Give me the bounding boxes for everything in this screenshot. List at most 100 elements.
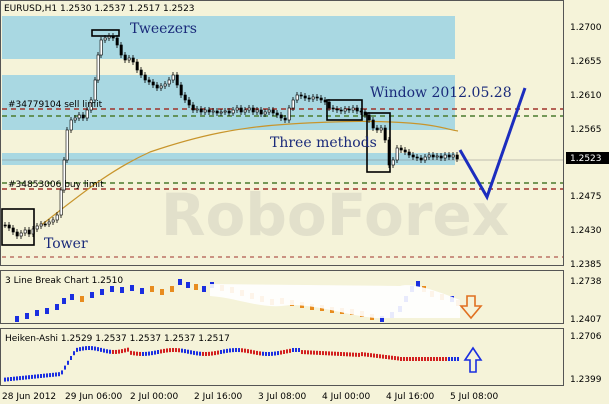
heiken-ashi-bar bbox=[361, 352, 363, 357]
line-break-brick bbox=[140, 288, 144, 294]
heiken-ashi-bar bbox=[94, 346, 96, 351]
candle-body bbox=[399, 147, 403, 151]
heiken-ashi-bar bbox=[160, 349, 162, 354]
heiken-ashi-bar bbox=[10, 377, 12, 381]
heiken-ashi-bar bbox=[154, 350, 156, 355]
heiken-ashi-bar bbox=[73, 351, 75, 356]
candle-body bbox=[119, 44, 123, 56]
heiken-ashi-bar bbox=[67, 360, 69, 365]
candle-body bbox=[103, 37, 107, 41]
candle-body bbox=[115, 37, 119, 46]
candle-body bbox=[255, 109, 259, 113]
heiken-ashi-bar bbox=[313, 350, 315, 355]
heiken-ashi-bar bbox=[130, 350, 132, 355]
heiken-ashi-bar bbox=[238, 348, 240, 353]
heiken-ashi-axis-top: 1.2706 bbox=[570, 332, 602, 342]
candle-body bbox=[11, 227, 15, 233]
heiken-ashi-bar bbox=[400, 357, 402, 361]
heiken-ashi-bar bbox=[397, 356, 399, 361]
heiken-ashi-bar bbox=[298, 348, 300, 352]
watermark: RoboForex bbox=[161, 181, 509, 249]
heiken-ashi-bar bbox=[40, 374, 42, 378]
price-tick: 1.2700 bbox=[570, 23, 602, 33]
heiken-ashi-bar bbox=[106, 349, 108, 354]
candle-body bbox=[175, 74, 179, 86]
heiken-ashi-bar bbox=[82, 346, 84, 351]
heiken-ashi-bar bbox=[148, 351, 150, 356]
candle-body bbox=[235, 107, 239, 111]
price-tick: 1.2565 bbox=[570, 125, 602, 135]
candle-body bbox=[187, 99, 191, 106]
heiken-ashi-bar bbox=[328, 351, 330, 356]
heiken-ashi-axis-bottom: 1.2399 bbox=[570, 375, 602, 385]
window-label: Window 2012.05.28 bbox=[370, 85, 512, 101]
heiken-ashi-bar bbox=[253, 350, 255, 355]
heiken-ashi-bar bbox=[382, 354, 384, 359]
heiken-ashi-bar bbox=[43, 373, 45, 378]
heiken-ashi-bar bbox=[58, 372, 60, 377]
candle-body bbox=[435, 155, 439, 158]
heiken-ashi-bar bbox=[34, 374, 36, 379]
main-chart-title: EURUSD,H1 1.2530 1.2537 1.2517 1.2523 bbox=[4, 4, 195, 14]
candle-body bbox=[96, 54, 100, 81]
heiken-ashi-bar bbox=[352, 352, 354, 357]
heiken-ashi-bar bbox=[49, 373, 51, 378]
heiken-ashi-bar bbox=[442, 357, 444, 361]
heiken-ashi-bar bbox=[229, 348, 231, 353]
candle-body bbox=[199, 108, 203, 113]
tweezers-label: Tweezers bbox=[130, 21, 197, 37]
heiken-ashi-bar bbox=[394, 356, 396, 361]
line-break-brick bbox=[55, 304, 59, 310]
candle-body bbox=[335, 108, 339, 111]
candle-body bbox=[85, 109, 89, 119]
heiken-ashi-bar bbox=[319, 350, 321, 355]
line-break-brick bbox=[70, 294, 74, 300]
heiken-ashi-bar bbox=[355, 352, 357, 357]
candle-body bbox=[7, 224, 11, 229]
candle-body bbox=[287, 107, 291, 121]
heiken-ashi-bar bbox=[85, 346, 87, 351]
heiken-ashi-bar bbox=[412, 357, 414, 361]
line-break-brick bbox=[62, 298, 66, 304]
heiken-ashi-bar bbox=[76, 347, 78, 352]
candle-body bbox=[455, 154, 459, 160]
heiken-ashi-frame bbox=[0, 328, 564, 386]
candle-body bbox=[131, 57, 135, 63]
heiken-ashi-bar bbox=[205, 351, 207, 356]
line-break-brick bbox=[178, 279, 182, 285]
candle-body bbox=[43, 223, 47, 226]
candle-body bbox=[27, 229, 31, 235]
candle-body bbox=[39, 223, 43, 227]
time-tick: 4 Jul 16:00 bbox=[386, 392, 435, 402]
heiken-ashi-bar bbox=[346, 352, 348, 357]
forecast-path bbox=[458, 87, 527, 201]
candle-body bbox=[69, 119, 73, 131]
line-break-brick bbox=[202, 286, 206, 292]
current-price-label: 1.2523 bbox=[570, 154, 602, 164]
candle-body bbox=[167, 79, 171, 85]
heiken-ashi-bar bbox=[181, 348, 183, 353]
candle-body bbox=[303, 95, 307, 99]
candle-body bbox=[339, 109, 343, 112]
heiken-ashi-bar bbox=[322, 351, 324, 356]
three-methods-box bbox=[366, 112, 391, 173]
candle-body bbox=[219, 111, 223, 114]
line-break-brick bbox=[416, 281, 420, 287]
line-break-brick bbox=[194, 284, 198, 290]
line-break-brick bbox=[186, 282, 190, 288]
candle-body bbox=[227, 110, 231, 114]
candle-body bbox=[231, 109, 235, 114]
heiken-ashi-bar bbox=[28, 375, 30, 380]
candle-body bbox=[267, 109, 271, 113]
heiken-ashi-bar bbox=[292, 348, 294, 352]
heiken-ashi-bar bbox=[235, 348, 237, 353]
candle-body bbox=[263, 111, 267, 115]
price-tick: 1.2385 bbox=[570, 260, 602, 270]
candle-body bbox=[62, 159, 66, 191]
candle-body bbox=[23, 229, 27, 234]
moving-average-line bbox=[39, 120, 459, 227]
candle-body bbox=[127, 57, 131, 61]
current-price-marker bbox=[566, 152, 609, 164]
candle-body bbox=[151, 81, 155, 86]
